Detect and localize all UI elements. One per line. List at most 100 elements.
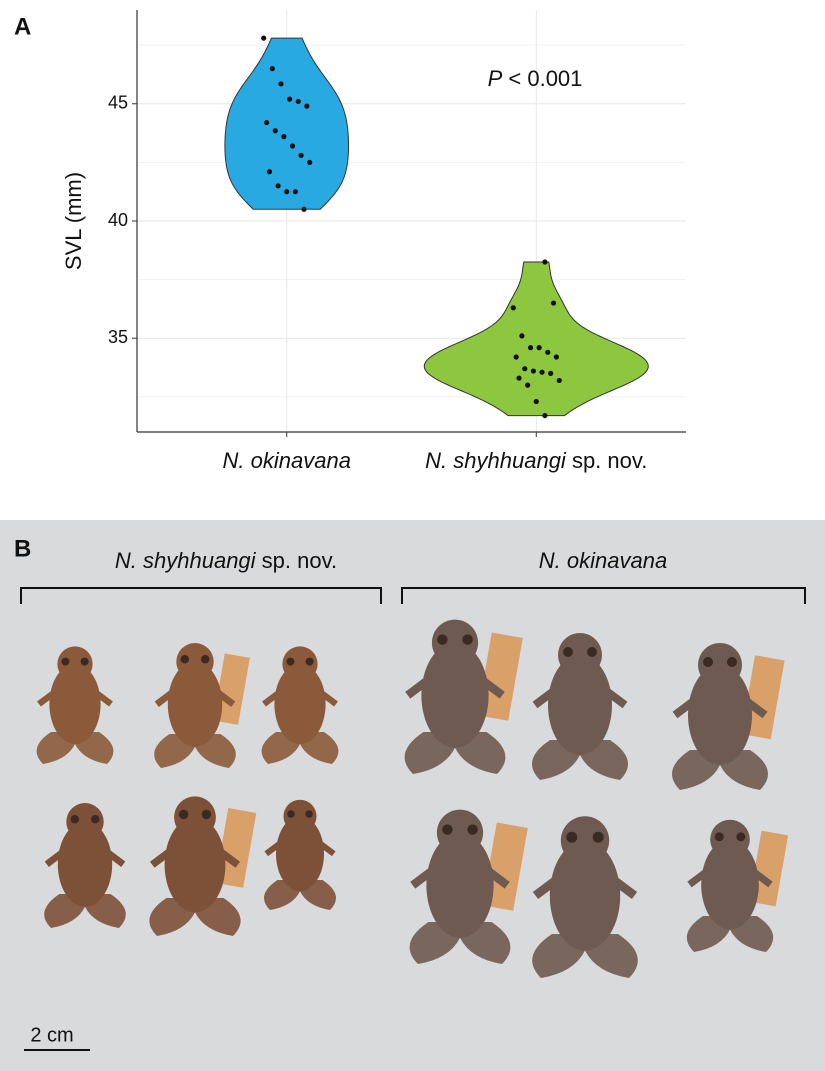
leg [149,898,241,936]
data-point [307,159,313,165]
body [548,655,612,755]
data-point [527,345,534,351]
data-point [269,66,275,72]
leg [409,922,511,964]
tag [215,807,257,888]
head [431,619,479,666]
specimen [261,646,339,764]
head [283,799,317,833]
specimen [36,646,114,764]
data-point [516,375,522,381]
tag [749,830,789,907]
data-point [548,370,554,376]
specimens [36,619,789,978]
eye [736,832,746,842]
x-tick-label: N. shyhhuangi sp. nov. [425,448,647,473]
data-point [510,305,516,311]
data-point [266,169,273,175]
data-point [533,398,539,405]
leg [264,880,336,910]
leg [672,750,768,790]
data-point [278,81,284,87]
body [164,817,226,913]
data-point [289,143,296,149]
tag [741,655,785,740]
data-point [304,103,310,109]
eye [442,824,453,835]
data-point [275,183,281,189]
leg [532,934,638,978]
specimen [532,633,628,780]
specimen [154,643,250,768]
data-point [301,206,307,212]
data-point [281,134,287,140]
specimen [672,643,785,790]
violin [423,261,649,417]
data-point [298,152,304,158]
specimen [532,816,638,978]
eye [90,814,100,824]
body [274,664,326,744]
data-point [264,119,270,126]
specimen [149,796,257,936]
body [57,821,113,907]
eye [286,657,295,666]
y-tick-label: 35 [108,327,128,347]
eye [437,634,448,645]
panel-label: A [14,13,31,40]
data-point [284,189,290,195]
eye [592,831,604,843]
tag [482,822,528,911]
data-point [542,259,548,265]
body [549,840,621,951]
specimen [404,619,523,774]
specimen [264,799,336,910]
data-point [292,189,298,195]
eye [587,647,597,657]
head [558,633,602,677]
bracket [401,587,806,604]
data-point [550,300,557,306]
specimen [686,819,789,952]
data-point [295,98,301,105]
data-point [556,377,562,384]
bracket [20,587,382,604]
body [421,642,489,748]
data-point [519,333,525,339]
data-point [545,349,551,355]
y-tick-label: 40 [108,210,128,230]
body [688,665,752,765]
data-point [272,128,278,134]
specimen [44,803,126,928]
eye [178,809,189,820]
scale-bar-label: 2 cm [30,1024,73,1046]
leg [532,740,628,780]
eye [61,657,70,666]
data-point [287,96,293,102]
y-axis-label: SVL (mm) [61,172,86,270]
x-tick-label: N. okinavana [223,448,351,473]
eye [467,824,478,835]
data-point [553,354,559,360]
eye [714,832,724,842]
eye [180,654,190,664]
head [698,643,742,687]
body [167,661,223,747]
photo-background [0,520,825,1071]
tag [477,632,523,721]
data-point [513,354,519,360]
head [66,803,104,841]
eye [200,654,210,664]
eye [566,831,578,843]
eye [287,810,295,818]
y-tick-label: 45 [108,93,128,113]
body [701,839,759,930]
head [176,643,214,681]
leg [154,734,236,768]
eye [727,657,737,667]
data-point [261,35,267,41]
tag [212,653,250,725]
data-point [522,366,528,372]
eye [462,634,473,645]
body [426,832,494,938]
